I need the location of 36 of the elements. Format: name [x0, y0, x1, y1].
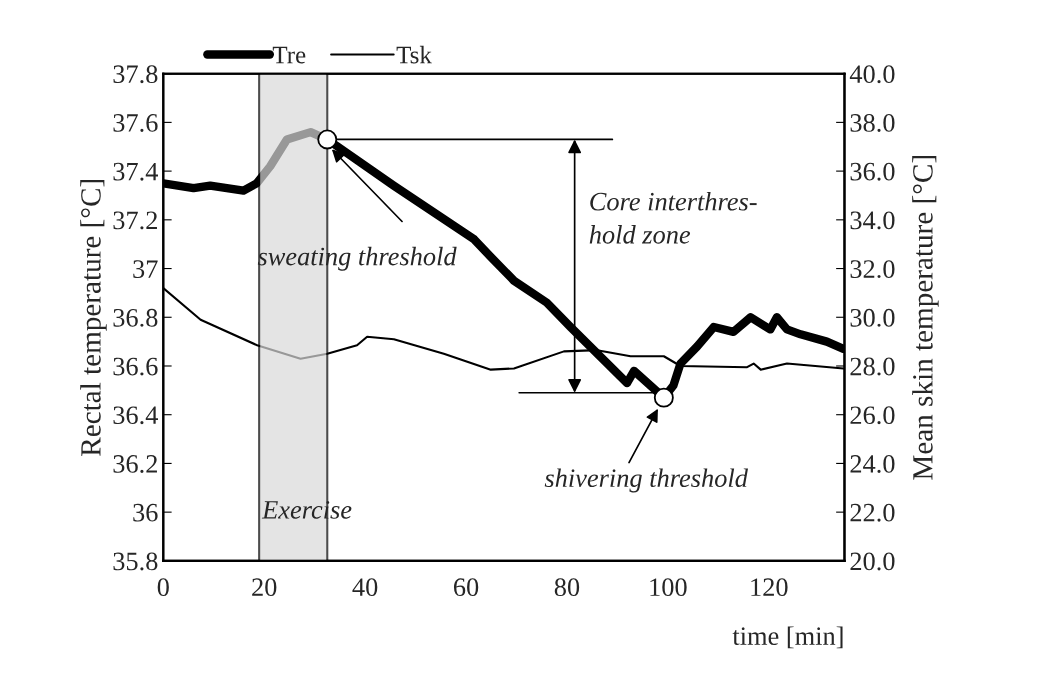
x-axis-title: time [min] — [732, 626, 843, 649]
y2-tick-label: 22.0 — [850, 503, 895, 522]
y2-tick-label: 20.0 — [850, 552, 895, 571]
y-tick-label: 37 — [133, 260, 158, 278]
x-tick-label: 40 — [352, 578, 378, 597]
y2-tick-label: 24.0 — [850, 455, 895, 473]
annotation: Core interthres- hold zone — [589, 192, 757, 244]
legend-label: Tsk — [396, 45, 432, 64]
x-tick-label: 80 — [554, 578, 580, 597]
y2-tick-label: 28.0 — [850, 357, 895, 376]
x-tick-label: 120 — [751, 578, 788, 597]
y2-tick-label: 38.0 — [850, 114, 895, 132]
y2-axis-title: Mean skin temperature [°C] — [912, 156, 939, 480]
y2-tick-label: 34.0 — [850, 211, 895, 230]
y-tick-label: 36.8 — [113, 308, 158, 327]
y2-tick-label: 36.0 — [850, 162, 895, 181]
legend-label: Tre — [272, 46, 306, 64]
x-tick-label: 20 — [252, 578, 277, 597]
y2-tick-label: 30.0 — [850, 308, 895, 327]
annotation: shivering threshold — [544, 468, 748, 493]
y-tick-label: 36.4 — [113, 406, 159, 425]
y2-tick-label: 26.0 — [850, 406, 895, 425]
y-tick-label: 36.2 — [113, 455, 157, 473]
y2-tick-label: 40.0 — [849, 65, 895, 84]
y-tick-label: 36 — [133, 503, 158, 522]
y-axis-title: Rectal temperature [°C] — [80, 179, 107, 456]
y-tick-label: 35.8 — [113, 552, 158, 571]
y-tick-label: 36.6 — [113, 357, 158, 376]
y-tick-label: 37.6 — [113, 114, 158, 132]
y2-tick-label: 32.0 — [850, 260, 895, 279]
y-tick-label: 37.8 — [113, 65, 158, 84]
y-tick-label: 37.4 — [113, 162, 159, 181]
x-tick-label: 100 — [650, 578, 687, 597]
y-tick-label: 37.2 — [113, 211, 157, 230]
x-tick-label: 60 — [453, 578, 479, 597]
x-tick-label: 0 — [157, 578, 169, 597]
